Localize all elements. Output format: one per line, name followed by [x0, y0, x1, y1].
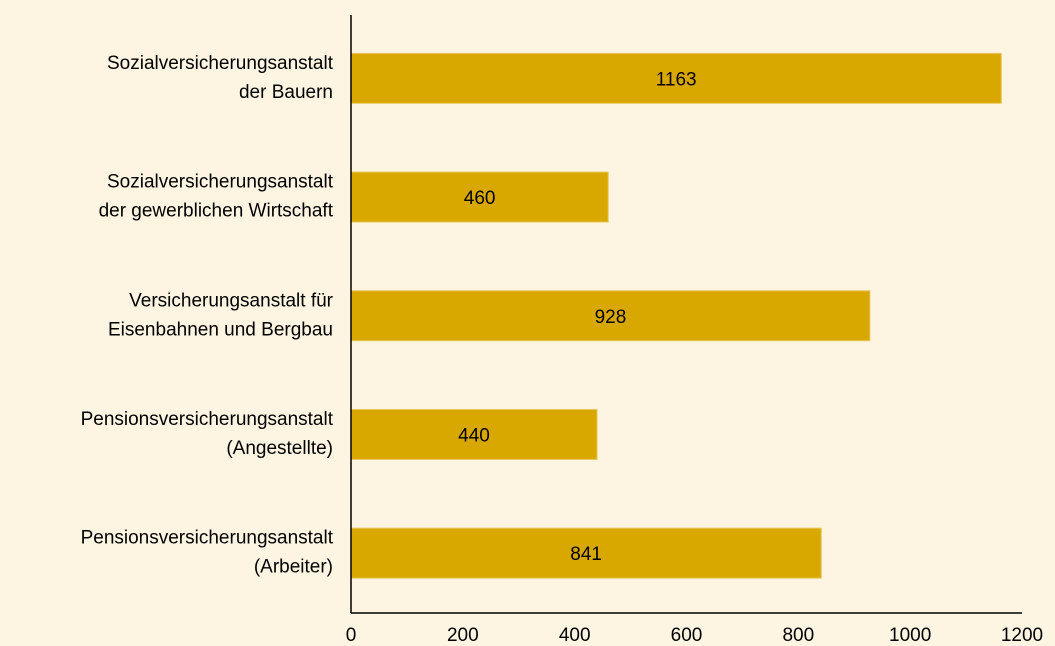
- value-label: 440: [458, 425, 490, 446]
- bar: [350, 290, 871, 342]
- y-tick-label: Eisenbahnen und Bergbau: [108, 319, 333, 340]
- y-tick-label: der gewerblichen Wirtschaft: [99, 201, 334, 222]
- x-tick-label: 1200: [1001, 625, 1043, 646]
- value-label: 1163: [656, 69, 697, 90]
- bar: [350, 52, 1002, 104]
- y-tick-label: Sozialversicherungsanstalt: [107, 53, 334, 74]
- bar: [350, 171, 609, 223]
- x-tick-label: 600: [671, 625, 703, 646]
- y-tick-label: (Arbeiter): [254, 557, 333, 578]
- value-label: 928: [595, 307, 627, 328]
- y-tick-label: Pensionsversicherungsanstalt: [81, 528, 334, 549]
- x-tick-label: 800: [782, 625, 814, 646]
- value-label: 460: [464, 188, 496, 209]
- x-tick-label: 0: [346, 625, 357, 646]
- x-tick-label: 400: [559, 625, 591, 646]
- y-tick-label: Sozialversicherungsanstalt: [107, 172, 334, 193]
- x-tick-label: 1000: [889, 625, 931, 646]
- y-tick-label: der Bauern: [239, 82, 333, 103]
- bar: [350, 527, 822, 579]
- y-tick-label: Pensionsversicherungsanstalt: [81, 409, 334, 430]
- y-tick-label: (Angestellte): [226, 438, 333, 459]
- x-tick-label: 200: [447, 625, 479, 646]
- y-tick-label: Versicherungsanstalt für: [129, 290, 334, 311]
- bar: [350, 408, 598, 460]
- value-label: 841: [570, 544, 602, 565]
